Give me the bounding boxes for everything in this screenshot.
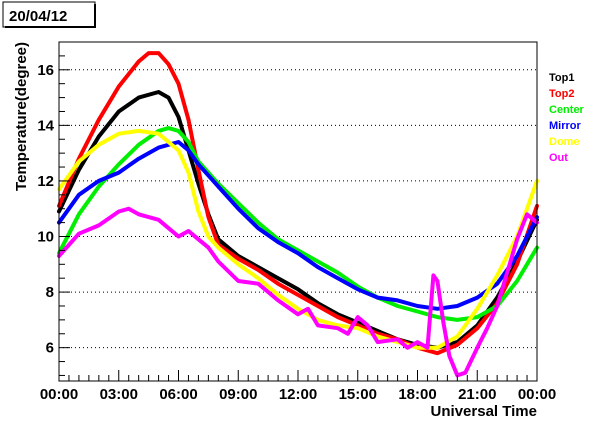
axis-ticks [58, 55, 538, 381]
y-tick-label: 12 [37, 173, 54, 190]
legend: Top1 Top2 Center Mirror Dome Out [549, 72, 585, 164]
legend-entry-mirror: Mirror [549, 120, 582, 132]
y-tick-label: 6 [46, 340, 54, 357]
series-line-top2 [57, 51, 539, 356]
x-tick-label: 15:00 [339, 386, 377, 403]
legend-entry-center: Center [549, 104, 585, 116]
x-tick-label: 09:00 [219, 386, 257, 403]
y-axis-label: Temperature(degree) [13, 42, 30, 191]
y-tick-label: 10 [37, 229, 54, 246]
tick-labels: 00:00 03:00 06:00 09:00 12:00 15:00 18:00 21:00… [37, 62, 556, 403]
legend-entry-top2: Top2 [549, 88, 574, 100]
y-tick-label: 16 [37, 62, 54, 79]
legend-entry-top1: Top1 [549, 72, 574, 84]
y-tick-label: 14 [37, 117, 54, 134]
x-tick-label: 21:00 [458, 386, 496, 403]
y-tick-label: 8 [46, 284, 54, 301]
legend-entry-out: Out [549, 152, 568, 164]
series-line-mirror [57, 140, 539, 311]
x-tick-label: 03:00 [100, 386, 138, 403]
x-tick-label: 00:00 [518, 386, 556, 403]
series-line-center [57, 126, 539, 322]
series-line-out [57, 206, 539, 378]
x-axis-label: Universal Time [431, 403, 537, 420]
legend-entry-dome: Dome [549, 136, 580, 148]
x-tick-label: 00:00 [40, 386, 78, 403]
series-layer [57, 51, 539, 378]
date-box: 20/04/12 [2, 1, 96, 28]
x-tick-label: 06:00 [159, 386, 197, 403]
x-tick-label: 12:00 [279, 386, 317, 403]
series-line-dome [57, 128, 539, 350]
x-tick-label: 18:00 [398, 386, 436, 403]
date-label: 20/04/12 [9, 8, 67, 25]
